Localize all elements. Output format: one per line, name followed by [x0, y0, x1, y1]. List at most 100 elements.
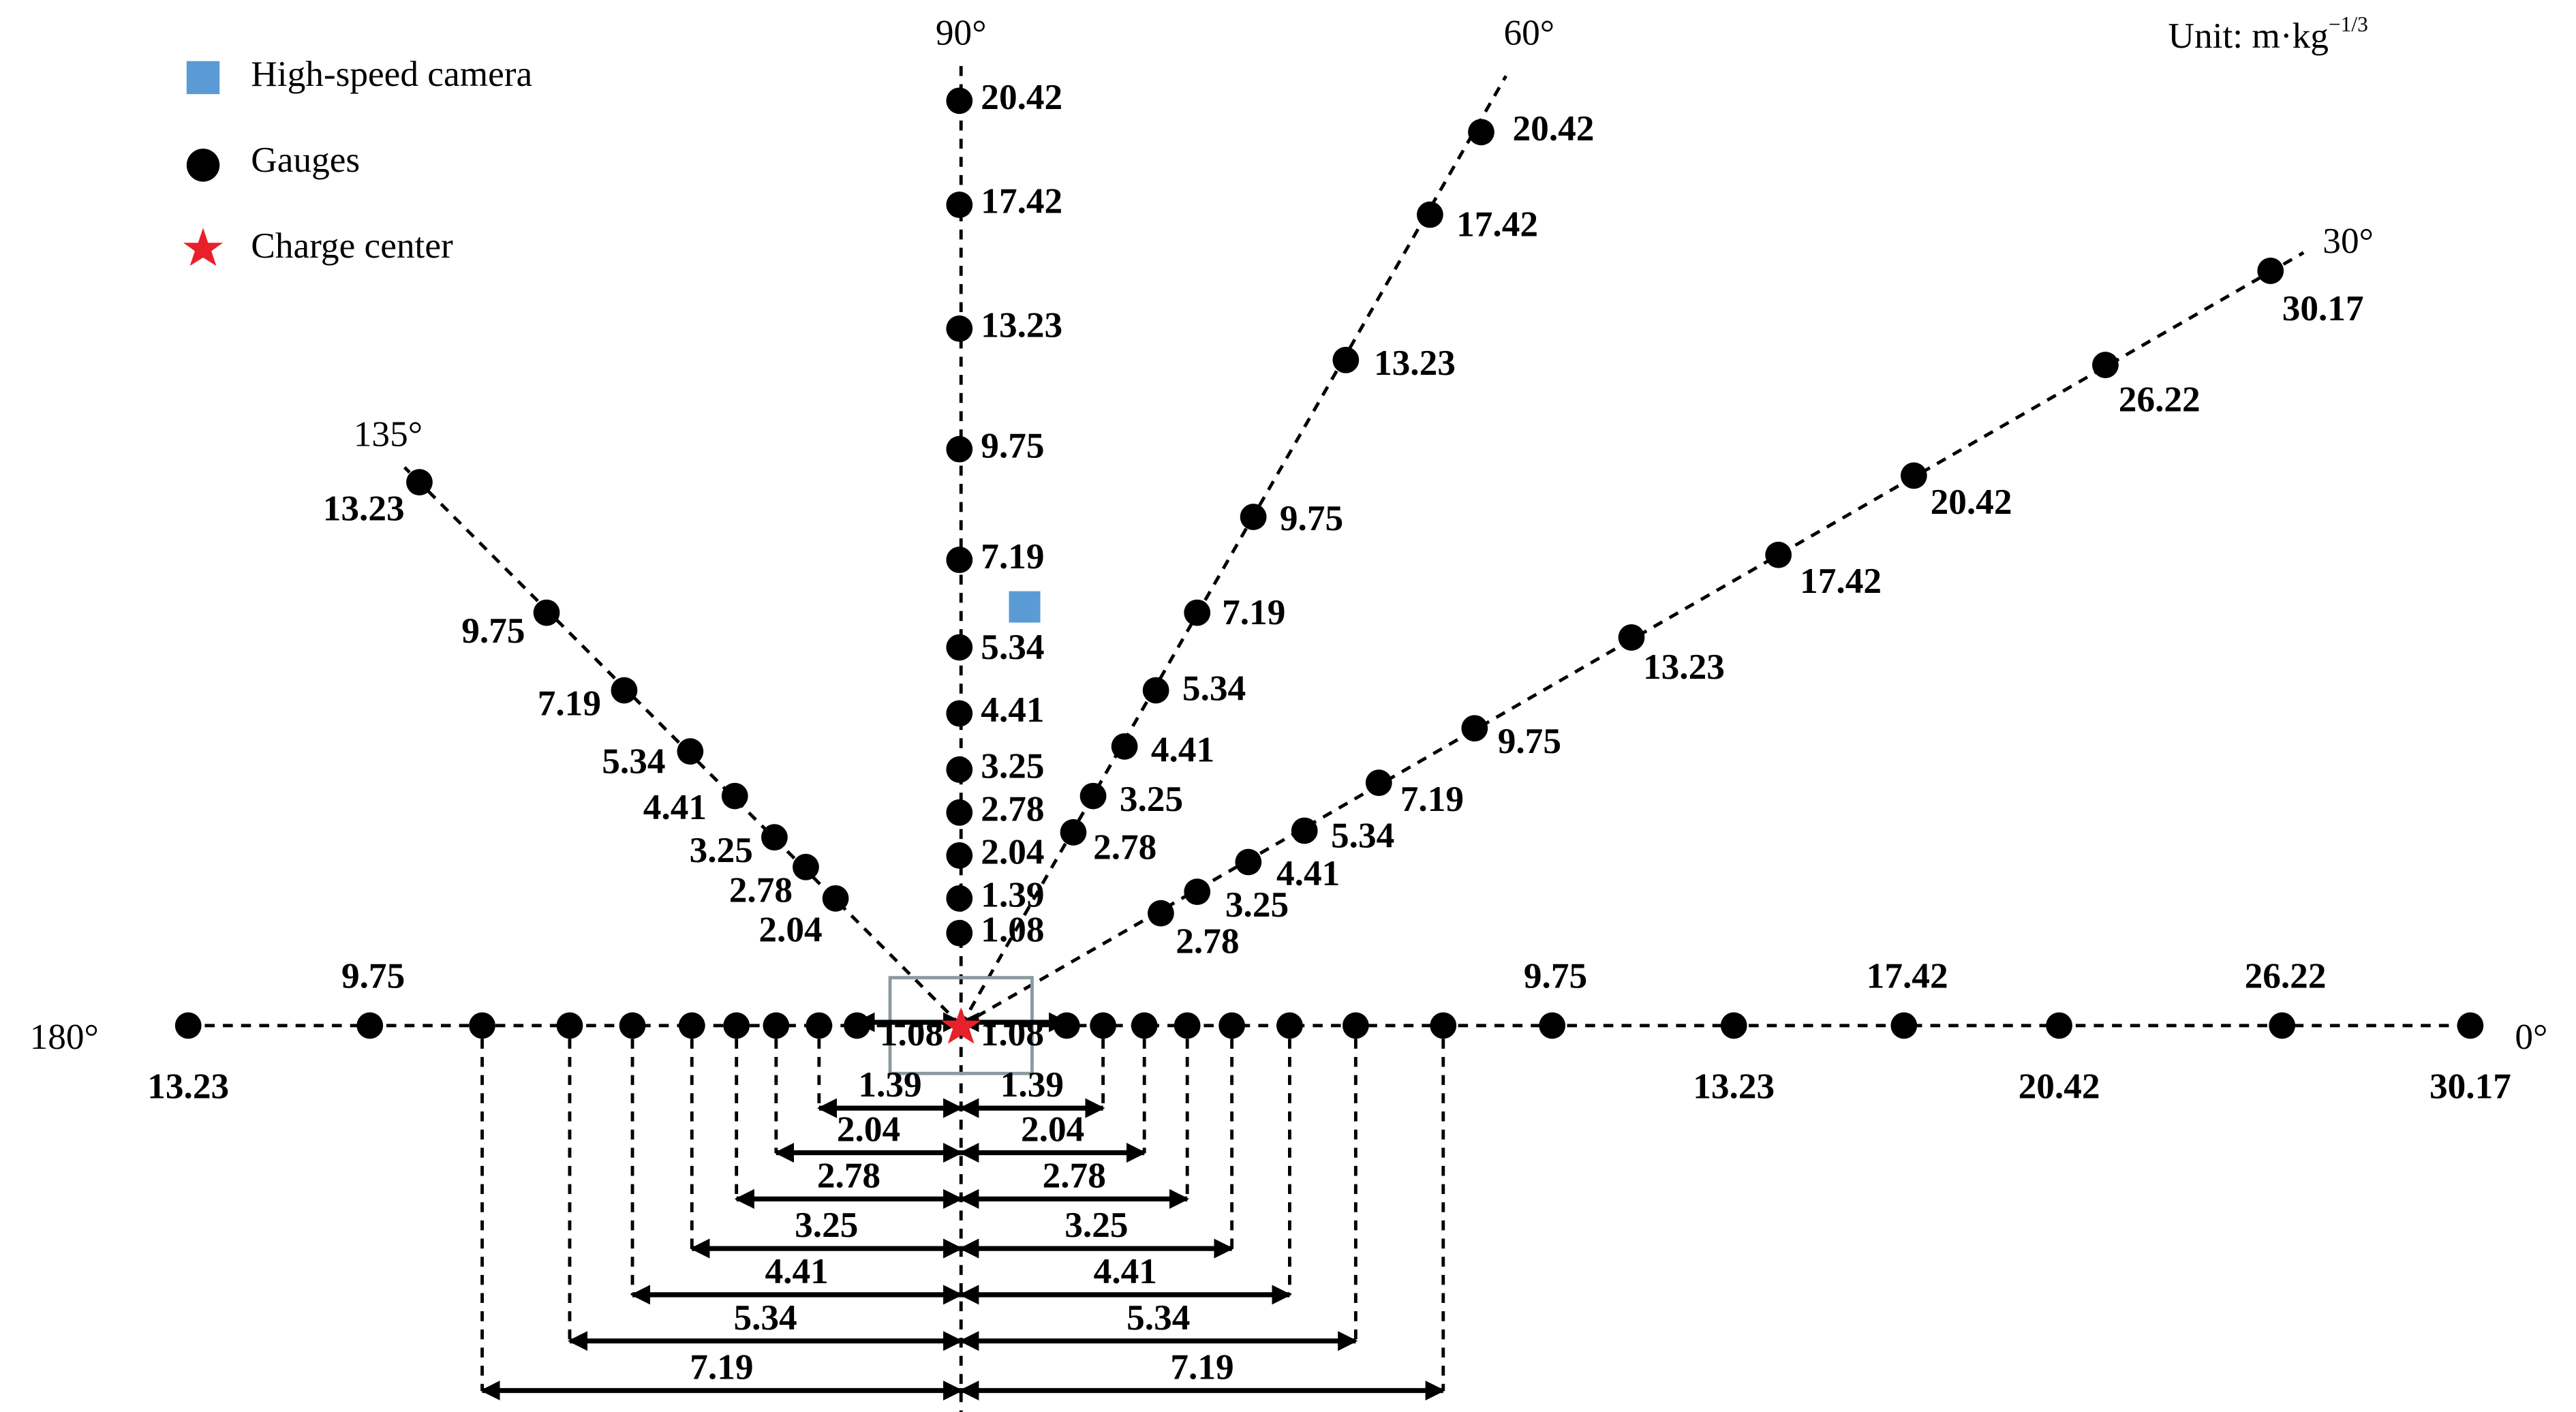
- gauge-label: 17.42: [981, 181, 1062, 221]
- dimension-label: 2.04: [837, 1109, 900, 1150]
- gauge: [556, 1012, 583, 1039]
- gauge: [946, 435, 973, 463]
- gauge: [723, 1012, 750, 1039]
- angle-label: 60°: [1503, 12, 1554, 53]
- gauge: [946, 799, 973, 826]
- gauge: [1079, 782, 1107, 810]
- gauge: [946, 315, 973, 342]
- dimension-label: 7.19: [690, 1347, 753, 1387]
- gauge: [793, 853, 819, 880]
- gauge: [1417, 201, 1443, 228]
- gauge-label: 2.78: [729, 869, 793, 910]
- gauge-label: 3.25: [690, 829, 753, 870]
- gauge: [611, 677, 638, 704]
- gauge-label: 3.25: [981, 746, 1044, 786]
- dimension-label: 1.08: [880, 1013, 943, 1054]
- angle-label: 135°: [354, 413, 423, 454]
- gauge: [761, 824, 788, 851]
- dimension-label: 2.04: [1021, 1109, 1084, 1150]
- angle-label: 0°: [2515, 1016, 2547, 1057]
- gauge: [1131, 1012, 1158, 1039]
- dimension-label: 2.78: [1043, 1155, 1106, 1196]
- gauge-label: 4.41: [981, 689, 1044, 730]
- gauge-label: 20.42: [981, 76, 1062, 117]
- gauge-label: 17.42: [1867, 955, 1948, 996]
- gauge-label: 2.78: [1093, 826, 1156, 867]
- gauge: [1240, 504, 1267, 530]
- gauge-label: 4.41: [1276, 853, 1340, 893]
- gauge-label: 7.19: [1222, 592, 1285, 632]
- dimension-label: 7.19: [1170, 1347, 1233, 1387]
- gauge: [946, 547, 973, 573]
- ray-line: [960, 75, 1507, 1027]
- gauge: [1111, 733, 1138, 760]
- gauge-label: 3.25: [1120, 778, 1183, 819]
- gauge: [946, 756, 973, 783]
- dimension-label: 1.08: [981, 1013, 1044, 1054]
- legend: High-speed camera Gauges Charge center: [183, 53, 532, 266]
- gauge-label: 30.17: [2429, 1066, 2511, 1107]
- gauge: [1276, 1012, 1303, 1039]
- gauge-label: 4.41: [643, 786, 707, 827]
- gauge-label: 13.23: [147, 1066, 229, 1107]
- gauge: [533, 599, 560, 626]
- gauge-label: 9.75: [341, 955, 405, 996]
- gauge: [946, 842, 973, 869]
- gauge: [469, 1012, 495, 1039]
- gauge-label: 4.41: [1151, 728, 1214, 769]
- gauge-label: 20.42: [2019, 1066, 2100, 1107]
- charge-center: [941, 1007, 981, 1044]
- gauge: [356, 1012, 384, 1039]
- gauge: [1365, 769, 1392, 797]
- gauge: [1332, 346, 1360, 373]
- gauge: [946, 885, 973, 912]
- gauge-label: 13.23: [1693, 1066, 1775, 1107]
- dimension-label: 4.41: [765, 1250, 828, 1291]
- dimension-label: 3.25: [1064, 1204, 1128, 1245]
- gauge: [1890, 1012, 1918, 1039]
- gauge: [844, 1012, 870, 1039]
- gauge: [1430, 1012, 1457, 1039]
- dimension-label: 2.78: [817, 1155, 880, 1196]
- gauge-label: 2.78: [1176, 920, 1239, 961]
- gauge: [2257, 258, 2284, 284]
- gauge: [946, 700, 973, 727]
- gauge: [1060, 819, 1087, 846]
- gauge-label: 2.78: [981, 788, 1044, 829]
- gauge: [1184, 599, 1211, 626]
- gauge: [1539, 1012, 1566, 1039]
- gauge-label: 9.75: [1498, 720, 1561, 761]
- gauge: [946, 87, 973, 114]
- gauge: [1142, 677, 1169, 704]
- gauge: [1090, 1012, 1116, 1039]
- gauge: [946, 919, 973, 947]
- gauge: [1174, 1012, 1201, 1039]
- gauge: [1148, 900, 1174, 927]
- gauge: [1468, 119, 1494, 146]
- unit-text: Unit: m·kg: [2168, 15, 2329, 56]
- gauge: [806, 1012, 833, 1039]
- gauge: [174, 1012, 202, 1039]
- gauge: [1765, 541, 1792, 568]
- gauge: [1053, 1012, 1080, 1039]
- gauge-label: 5.34: [981, 626, 1044, 667]
- lines: [186, 65, 2472, 1412]
- gauge-label: 20.42: [1931, 481, 2012, 522]
- gauge: [1184, 878, 1211, 906]
- gauge-label: 5.34: [602, 740, 665, 781]
- dimension-label: 1.39: [858, 1064, 921, 1105]
- gauge: [2269, 1012, 2296, 1039]
- camera-icon: [186, 61, 220, 95]
- gauge-label: 20.42: [1513, 108, 1595, 149]
- gauge: [822, 885, 849, 912]
- angle-label: 30°: [2322, 220, 2374, 261]
- gauge-label: 1.08: [981, 908, 1044, 949]
- legend-label: High-speed camera: [251, 53, 532, 94]
- gauge: [2457, 1012, 2484, 1039]
- legend-label: Charge center: [251, 225, 453, 266]
- gauge-label: 17.42: [1456, 204, 1538, 245]
- gauge-label: 2.04: [981, 831, 1044, 872]
- gauge-label: 5.34: [1182, 668, 1246, 709]
- gauge-label: 7.19: [981, 536, 1044, 577]
- gauge: [721, 782, 748, 810]
